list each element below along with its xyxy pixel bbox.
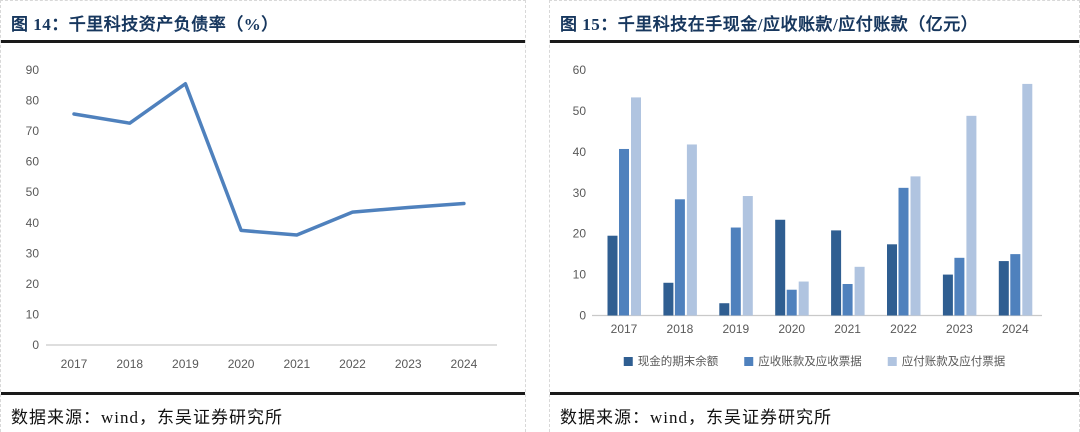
svg-text:2018: 2018 [116,357,143,371]
svg-text:2021: 2021 [283,357,310,371]
svg-text:90: 90 [26,63,40,77]
svg-text:10: 10 [26,307,40,321]
source-divider [550,392,1079,395]
svg-text:2023: 2023 [395,357,422,371]
svg-text:2022: 2022 [890,322,917,336]
bar-chart-svg: 0 10 20 30 40 50 60 2017 2018 2019 2020 2021 2022 202… [573,63,1042,368]
svg-text:2020: 2020 [778,322,805,336]
title-divider [1,40,525,43]
svg-text:2019: 2019 [722,322,749,336]
svg-text:10: 10 [573,268,587,282]
svg-text:80: 80 [26,94,40,108]
figure-14-panel: 图 14：千里科技资产负债率（%） 0 10 20 30 40 50 60 70 80 90 201… [0,0,526,432]
figure-14-source: 数据来源：wind，东吴证券研究所 [11,408,283,427]
figure-14-title: 图 14：千里科技资产负债率（%） [11,15,279,34]
svg-text:50: 50 [573,104,587,118]
svg-text:2017: 2017 [611,322,638,336]
line-chart-svg: 0 10 20 30 40 50 60 70 80 90 2017 2018 2019 2020 2021 2… [26,63,497,371]
svg-text:2022: 2022 [339,357,366,371]
title-divider [550,40,1079,43]
svg-text:0: 0 [579,309,586,323]
svg-text:30: 30 [26,246,40,260]
svg-text:2017: 2017 [61,357,88,371]
svg-text:40: 40 [573,145,587,159]
svg-text:40: 40 [26,216,40,230]
figure-14-chart: 0 10 20 30 40 50 60 70 80 90 2017 2018 2019 2020 2021 2… [1,43,525,392]
svg-text:现金的期末余额: 现金的期末余额 [638,354,719,368]
svg-text:2018: 2018 [667,322,694,336]
svg-text:2024: 2024 [1002,322,1029,336]
svg-text:60: 60 [573,63,587,77]
figure-15-title: 图 15：千里科技在手现金/应收账款/应付账款（亿元） [560,15,979,34]
svg-text:2024: 2024 [451,357,478,371]
figure-15-source: 数据来源：wind，东吴证券研究所 [560,408,832,427]
source-divider [1,392,525,395]
svg-text:2020: 2020 [228,357,255,371]
svg-text:应收账款及应收票据: 应收账款及应收票据 [758,354,862,368]
svg-text:70: 70 [26,124,40,138]
svg-text:2021: 2021 [834,322,861,336]
svg-text:60: 60 [26,155,40,169]
svg-text:50: 50 [26,185,40,199]
figure-15-panel: 图 15：千里科技在手现金/应收账款/应付账款（亿元） 0 10 20 30 40 50 6… [549,0,1080,432]
svg-text:20: 20 [573,227,587,241]
figure-15-chart: 0 10 20 30 40 50 60 2017 2018 2019 2020 2021 2022 202… [550,43,1079,392]
svg-text:2023: 2023 [946,322,973,336]
svg-text:20: 20 [26,277,40,291]
svg-text:30: 30 [573,186,587,200]
svg-text:应付账款及应付票据: 应付账款及应付票据 [902,354,1006,368]
svg-text:0: 0 [32,338,39,352]
svg-text:2019: 2019 [172,357,199,371]
